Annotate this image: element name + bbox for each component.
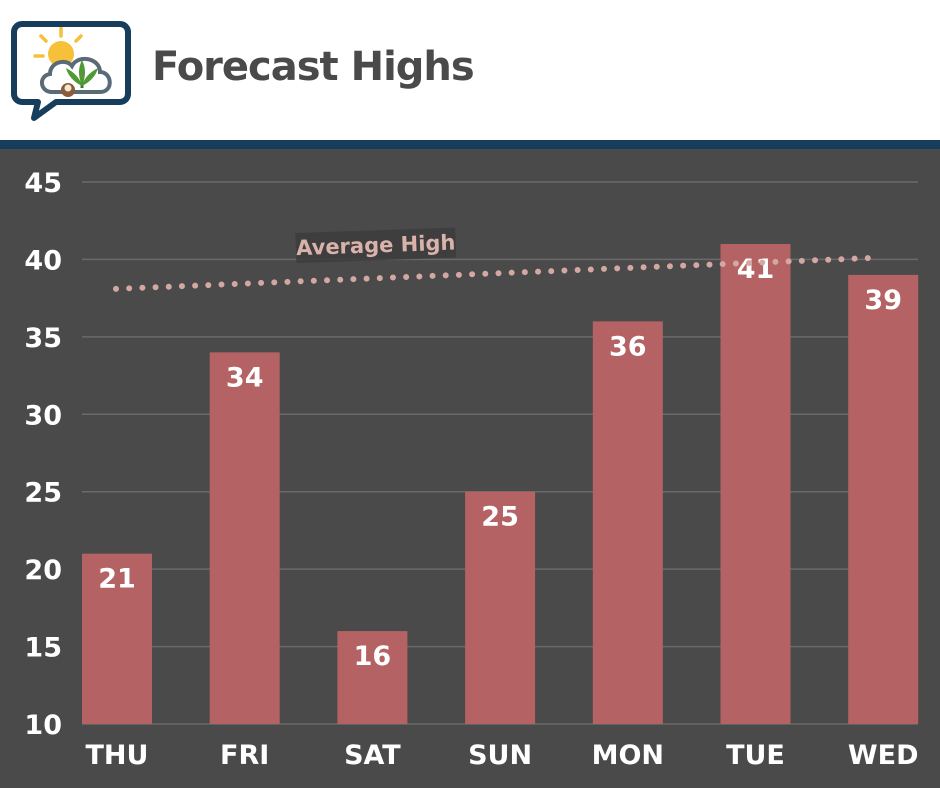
y-tick-label: 35: [24, 323, 62, 354]
x-tick-label: SUN: [468, 740, 532, 771]
bar-value-label: 16: [354, 641, 392, 672]
bar-sun: [465, 491, 536, 724]
page-title: Forecast Highs: [152, 44, 475, 90]
y-tick-label: 45: [24, 168, 62, 199]
reference-line-label: Average High: [296, 231, 456, 261]
bar-tue: [720, 243, 791, 724]
sun-icon: [33, 26, 83, 67]
header-divider: [0, 140, 940, 149]
cannabis-leaf-icon: [66, 60, 98, 88]
x-tick-label: TUE: [726, 740, 785, 771]
reference-line: [113, 254, 877, 292]
reference-label-bg: [295, 227, 457, 264]
y-axis: 10 15 20 25 30 35 40 45: [24, 168, 62, 741]
y-tick-label: 10: [24, 710, 62, 741]
bar-value-label: 34: [226, 362, 264, 393]
y-tick-label: 25: [24, 478, 62, 509]
bar-thu: [82, 553, 152, 724]
x-axis: THU FRI SAT SUN MON TUE WED: [86, 740, 919, 771]
average-high-line: Average High: [113, 227, 877, 292]
weather-cannabis-logo-icon: [11, 21, 131, 121]
bars: 21 34 16 25 36 41 39: [82, 243, 919, 724]
bar-value-label: 41: [737, 254, 775, 285]
droplet-icon: [61, 83, 75, 97]
x-tick-label: MON: [592, 740, 664, 771]
bar-value-label: 36: [609, 331, 647, 362]
bar-value-label: 25: [481, 502, 519, 533]
y-tick-label: 15: [24, 633, 62, 664]
y-tick-label: 40: [24, 245, 62, 276]
y-tick-label: 20: [24, 555, 62, 586]
x-tick-label: THU: [86, 740, 149, 771]
x-tick-label: FRI: [220, 740, 269, 771]
bar-mon: [592, 321, 663, 724]
x-tick-label: SAT: [344, 740, 401, 771]
x-tick-label: WED: [848, 740, 919, 771]
bar-sat: [337, 631, 408, 724]
bar-fri: [209, 352, 280, 724]
bar-value-label: 21: [98, 564, 136, 595]
y-tick-label: 30: [24, 400, 62, 431]
bar-wed: [848, 274, 919, 724]
bar-chart: 10 15 20 25 30 35 40 45 21 34 16 25 36 41 39 THU FRI SA…: [24, 168, 919, 771]
header: Forecast Highs: [0, 0, 940, 140]
bar-value-label: 39: [864, 285, 902, 316]
